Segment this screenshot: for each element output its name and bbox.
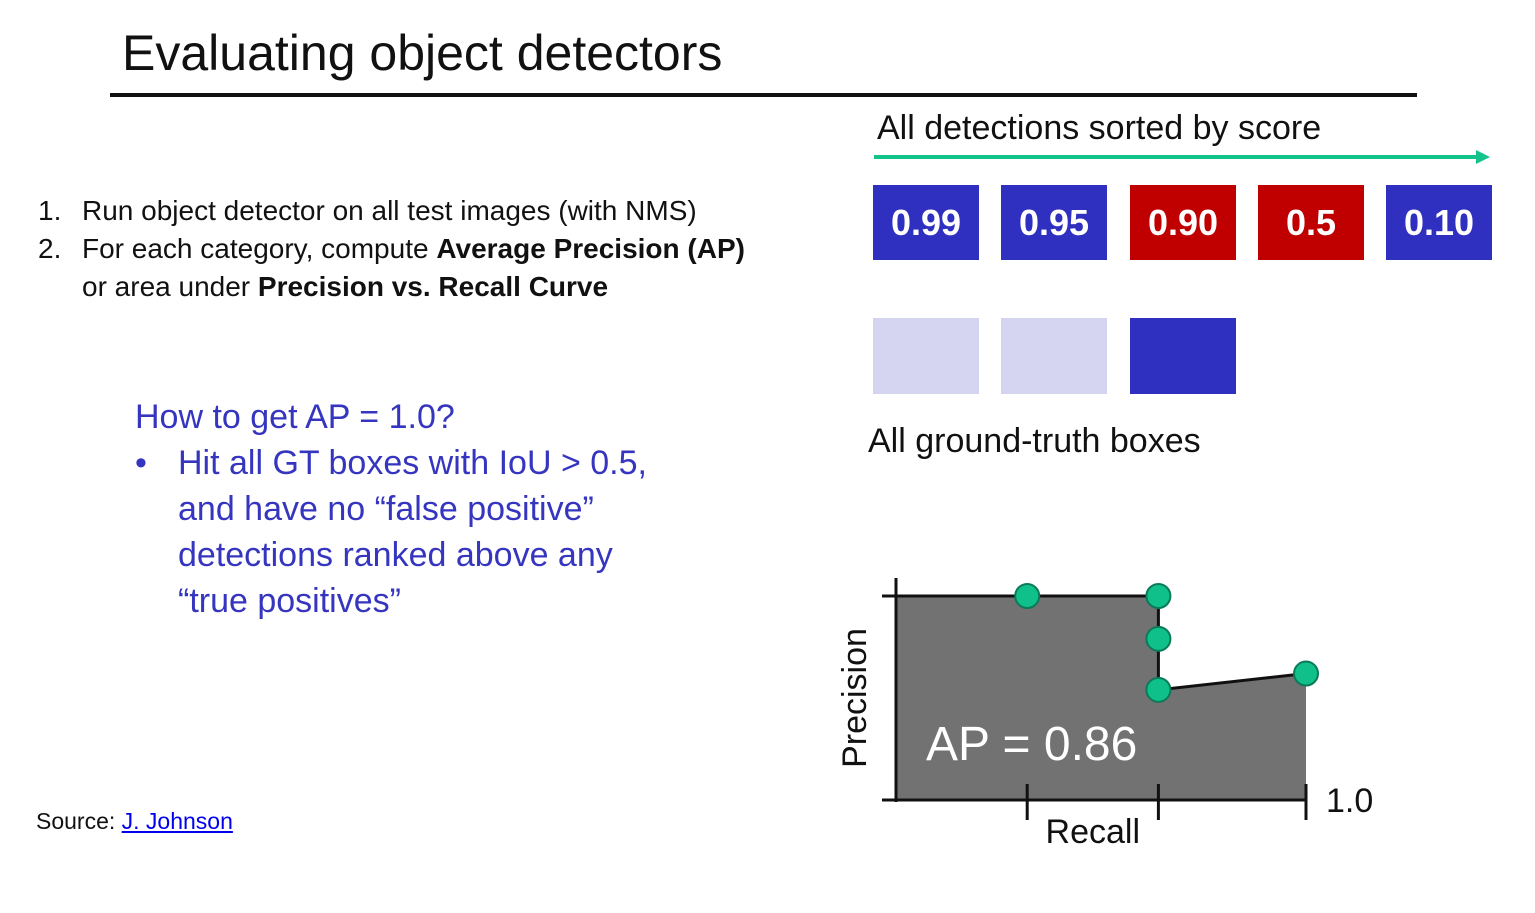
- ground-truth-label: All ground-truth boxes: [868, 422, 1201, 460]
- detection-box: 0.99: [873, 185, 979, 260]
- step-number: 1.: [38, 195, 62, 226]
- ground-truth-box: [1001, 318, 1107, 394]
- bullet-line: “true positives”: [178, 582, 401, 620]
- bullet-line: detections ranked above any: [178, 536, 613, 574]
- step-text-bold: Precision vs. Recall Curve: [257, 271, 609, 302]
- pr-point: [1145, 625, 1172, 652]
- pr-point: [1145, 676, 1172, 703]
- ground-truth-box: [1130, 318, 1236, 394]
- pr-point: [1293, 660, 1319, 687]
- bullet-line: and have no “false positive”: [178, 490, 594, 528]
- detection-box: 0.90: [1130, 185, 1236, 260]
- sort-direction-arrow-icon: [874, 150, 1490, 164]
- step-number: 2.: [38, 233, 62, 264]
- source-credit: Source: J. Johnson: [36, 806, 233, 836]
- detection-box: 0.5: [1258, 185, 1364, 260]
- x-axis-tick-label: 1.0: [1326, 782, 1373, 820]
- bullet-line: Hit all GT boxes with IoU > 0.5,: [178, 444, 647, 482]
- title-underline: [110, 93, 1417, 97]
- bullet-icon: •: [135, 444, 147, 482]
- precision-recall-chart: AP = 0.86 Recall Precision 1.0: [836, 578, 1373, 851]
- question-bullet: • Hit all GT boxes with IoU > 0.5, and h…: [135, 440, 647, 624]
- step-text: Run object detector on all test images (…: [82, 195, 697, 226]
- ground-truth-box: [873, 318, 979, 394]
- pr-curve-area: [896, 596, 1306, 800]
- detection-box: 0.95: [1001, 185, 1107, 260]
- step-text: For each category, compute: [82, 233, 437, 264]
- pr-curve-line: [896, 594, 1307, 692]
- source-label: Source:: [36, 808, 122, 834]
- steps-list: 1. Run object detector on all test image…: [38, 192, 745, 306]
- step-2: 2. For each category, compute Average Pr…: [38, 230, 745, 306]
- pr-points: [1014, 583, 1319, 703]
- step-1: 1. Run object detector on all test image…: [38, 192, 745, 230]
- ap-question-block: How to get AP = 1.0? • Hit all GT boxes …: [135, 394, 647, 624]
- detection-box: 0.10: [1386, 185, 1492, 260]
- pr-point: [1145, 583, 1172, 609]
- question-heading: How to get AP = 1.0?: [135, 398, 455, 436]
- pr-point: [1014, 583, 1041, 609]
- source-link[interactable]: J. Johnson: [121, 808, 233, 834]
- x-axis-label: Recall: [1046, 813, 1140, 851]
- detections-label: All detections sorted by score: [877, 109, 1322, 147]
- step-text: or area under: [82, 271, 258, 302]
- step-text-bold: Average Precision (AP): [436, 233, 745, 264]
- y-axis-label: Precision: [836, 628, 874, 768]
- ap-annotation: AP = 0.86: [926, 718, 1137, 771]
- x-axis-ticks: [1025, 784, 1308, 820]
- slide-title: Evaluating object detectors: [122, 25, 723, 81]
